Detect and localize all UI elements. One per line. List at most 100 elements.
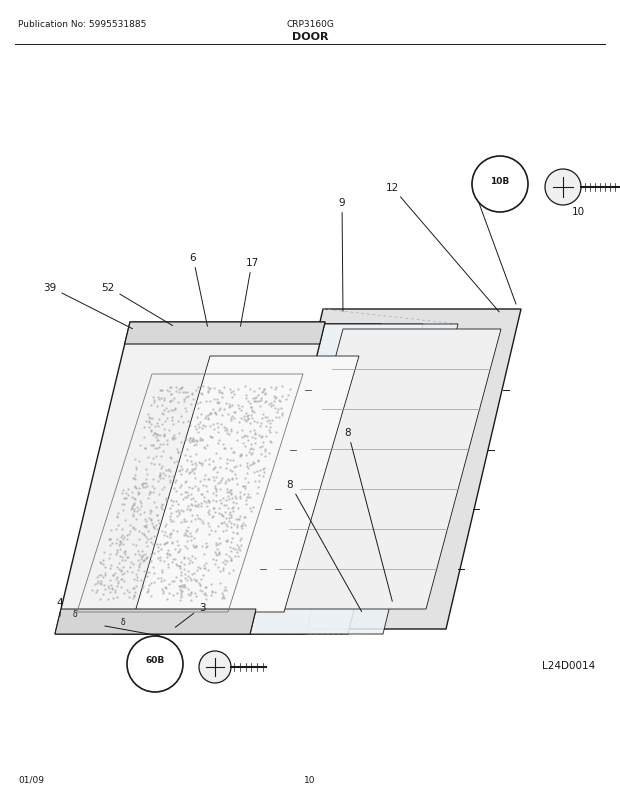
- Point: [175, 561, 185, 573]
- Point: [209, 394, 219, 407]
- Point: [130, 582, 140, 595]
- Point: [152, 399, 162, 412]
- Point: [250, 432, 260, 445]
- Point: [267, 414, 277, 427]
- Point: [247, 443, 257, 456]
- Point: [164, 470, 174, 483]
- Point: [169, 524, 179, 537]
- Point: [197, 388, 207, 401]
- Point: [179, 558, 189, 571]
- Point: [166, 476, 175, 489]
- Point: [197, 515, 207, 528]
- Point: [232, 478, 242, 491]
- Point: [153, 434, 162, 447]
- Point: [159, 555, 169, 568]
- Point: [142, 468, 152, 481]
- Point: [179, 579, 189, 592]
- Point: [193, 418, 203, 431]
- Point: [157, 564, 167, 577]
- Point: [143, 525, 153, 538]
- Point: [221, 585, 231, 597]
- Point: [202, 485, 212, 498]
- Point: [117, 551, 127, 564]
- Point: [157, 399, 167, 412]
- Point: [167, 556, 177, 569]
- Point: [123, 483, 133, 496]
- Point: [221, 463, 231, 476]
- Point: [246, 398, 255, 411]
- Point: [159, 445, 169, 458]
- Point: [143, 408, 153, 421]
- Point: [130, 480, 140, 493]
- Point: [158, 438, 168, 451]
- Point: [271, 426, 281, 439]
- Point: [208, 510, 218, 523]
- Text: 01/09: 01/09: [18, 775, 44, 784]
- Point: [231, 497, 241, 510]
- Point: [116, 573, 126, 585]
- Point: [188, 573, 198, 585]
- Point: [203, 385, 213, 398]
- Point: [182, 463, 192, 476]
- Point: [189, 439, 199, 452]
- Text: 8: 8: [286, 480, 361, 612]
- Point: [226, 484, 236, 496]
- Point: [149, 427, 159, 439]
- Point: [250, 428, 260, 441]
- Point: [206, 407, 216, 420]
- Point: [185, 431, 195, 444]
- Point: [190, 472, 200, 485]
- Point: [271, 382, 281, 395]
- Point: [148, 480, 157, 493]
- Point: [212, 394, 222, 407]
- Point: [128, 508, 138, 520]
- Point: [187, 529, 197, 542]
- Point: [166, 502, 175, 515]
- Point: [181, 391, 191, 403]
- Point: [283, 389, 293, 402]
- Point: [176, 589, 186, 602]
- Point: [261, 395, 271, 408]
- Point: [210, 480, 220, 492]
- Point: [105, 585, 115, 598]
- Point: [223, 501, 233, 514]
- Point: [146, 425, 156, 438]
- Point: [228, 542, 238, 555]
- Point: [221, 517, 231, 530]
- Point: [169, 392, 179, 405]
- Point: [127, 502, 137, 515]
- Point: [138, 580, 148, 593]
- Point: [198, 479, 208, 492]
- Point: [199, 562, 209, 575]
- Point: [229, 460, 239, 473]
- Point: [187, 465, 197, 478]
- Point: [215, 537, 225, 550]
- Point: [135, 508, 145, 520]
- Point: [92, 584, 102, 597]
- Point: [153, 391, 162, 404]
- Point: [197, 459, 206, 472]
- Point: [210, 545, 219, 558]
- Point: [168, 431, 178, 444]
- Point: [223, 408, 233, 421]
- Point: [235, 449, 245, 462]
- Polygon shape: [190, 325, 458, 634]
- Point: [190, 495, 200, 508]
- Point: [172, 415, 182, 427]
- Point: [192, 509, 202, 522]
- Point: [162, 529, 172, 542]
- Point: [201, 581, 211, 593]
- Point: [281, 393, 291, 406]
- Point: [129, 498, 139, 511]
- Point: [181, 465, 191, 478]
- Point: [202, 500, 212, 512]
- Point: [249, 501, 259, 514]
- Point: [117, 523, 127, 536]
- Point: [246, 505, 256, 518]
- Point: [257, 412, 267, 425]
- Point: [200, 412, 210, 425]
- Point: [124, 528, 134, 541]
- Point: [224, 567, 234, 580]
- Point: [232, 426, 242, 439]
- Point: [198, 517, 208, 530]
